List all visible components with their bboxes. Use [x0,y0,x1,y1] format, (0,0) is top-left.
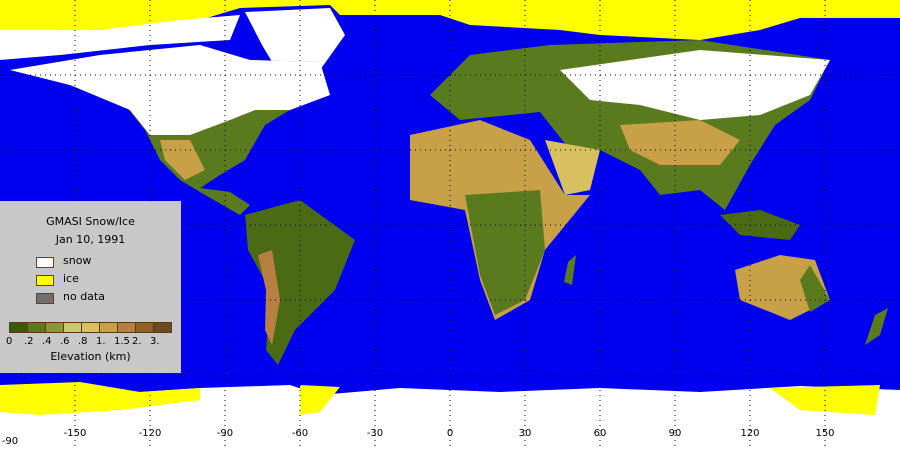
latitude-tick: -90 [1,436,19,447]
longitude-tick: -90 [216,428,234,439]
madagascar [564,255,576,285]
andes [258,250,280,345]
arabia [545,140,600,195]
colorbar-tick: 0 [6,336,13,347]
longitude-tick: 150 [815,428,835,439]
colorbar-cell [46,323,64,332]
longitude-tick: -150 [63,428,87,439]
legend: GMASI Snow/Ice Jan 10, 1991 snow ice no … [0,201,181,373]
antarctica [0,385,900,450]
tibet [620,120,740,165]
antarctic-ice-shelves [300,385,880,415]
longitude-tick: -30 [366,428,384,439]
antarctic-ice-west [0,382,200,415]
australia-east [800,265,830,312]
siberia-snow [560,50,830,120]
colorbar-cell [118,323,136,332]
no-data-swatch [36,293,54,304]
colorbar-cell [28,323,46,332]
greenland [245,8,345,95]
north-america-snow [10,45,330,135]
longitude-tick: 120 [740,428,760,439]
longitude-tick: 60 [593,428,607,439]
ice-swatch [36,275,54,286]
longitude-tick: 0 [446,428,454,439]
colorbar-tick: .8 [78,336,88,347]
colorbar-tick: 1.5 [114,336,130,347]
longitude-tick: -60 [291,428,309,439]
ice-label: ice [63,272,79,285]
colorbar-tick: 2. [132,336,142,347]
longitude-tick: 30 [518,428,532,439]
arctic-snow [0,15,240,60]
new-zealand [865,308,888,345]
colorbar-tick: 3. [150,336,160,347]
legend-title: GMASI Snow/Ice [46,215,135,228]
colorbar-cell [154,323,171,332]
colorbar-cell [136,323,154,332]
elevation-colorbar [9,322,172,333]
colorbar-cell [100,323,118,332]
colorbar-cell [64,323,82,332]
rockies [160,140,205,180]
colorbar-cell [82,323,100,332]
elevation-label: Elevation (km) [50,350,131,363]
colorbar-tick: 1. [96,336,106,347]
longitude-tick: -120 [138,428,162,439]
legend-date: Jan 10, 1991 [55,233,126,246]
no-data-label: no data [63,290,105,303]
colorbar-cell [10,323,28,332]
central-africa [465,190,545,315]
colorbar-tick: .2 [24,336,34,347]
colorbar-tick: .6 [60,336,70,347]
longitude-tick: 90 [668,428,682,439]
snow-swatch [36,257,54,268]
colorbar-tick: .4 [42,336,52,347]
snow-label: snow [63,254,92,267]
